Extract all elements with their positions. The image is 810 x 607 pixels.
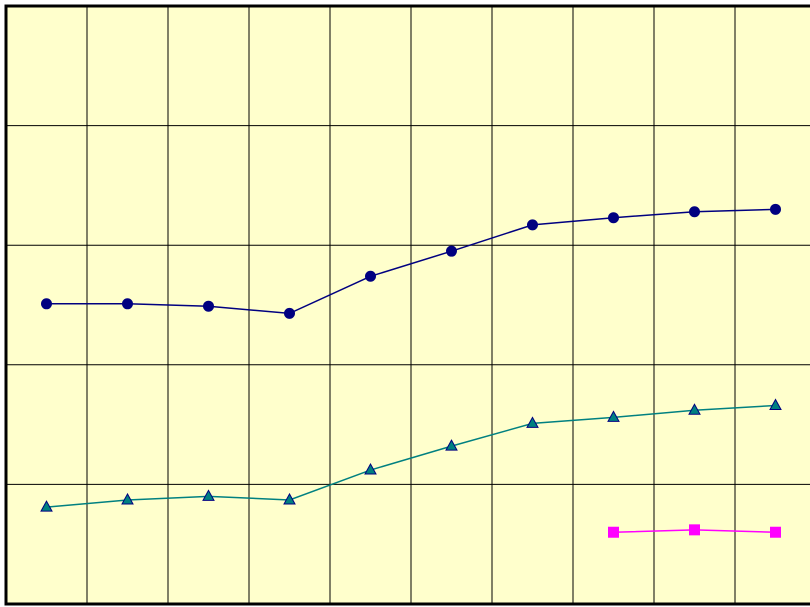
series-1-point-6 [446,245,457,257]
series-3-point-1 [608,526,619,538]
series-1-line [46,208,776,315]
series-1-point-7 [527,219,538,231]
series-2-point-2 [121,492,134,505]
series-1-point-10 [770,203,781,215]
series-2 [40,398,782,512]
series-2-point-3 [202,489,215,501]
series-2-point-5 [364,463,377,475]
series-1-point-3 [203,300,214,312]
series-3-point-2 [689,524,700,536]
series-1-point-5 [365,270,376,282]
series-2-line [46,404,776,508]
series-1 [41,203,781,319]
series-1-point-4 [284,307,295,319]
series-2-point-10 [769,398,782,410]
series-2-point-6 [445,439,458,451]
series-2-point-4 [283,492,296,505]
series-1-point-9 [689,206,700,218]
series-3-point-3 [770,526,781,538]
series-2-point-1 [40,500,53,512]
series-2-point-8 [607,410,620,422]
series-group [40,203,782,538]
plot-area [6,6,810,604]
plot-frame [4,4,810,606]
series-3 [608,524,781,538]
series-1-point-2 [122,298,133,310]
series-1-point-8 [608,212,619,224]
series-2-point-9 [688,403,701,415]
series-1-point-1 [41,298,52,310]
series-2-point-7 [526,416,539,428]
